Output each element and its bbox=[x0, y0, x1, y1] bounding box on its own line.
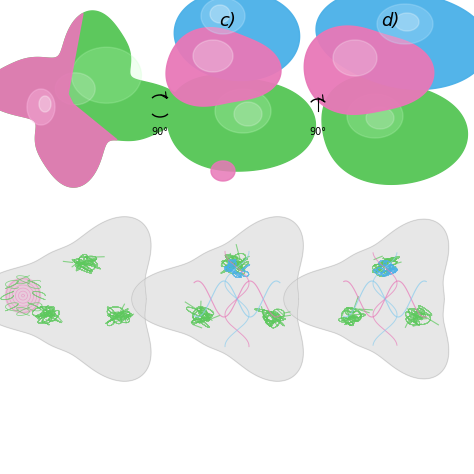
Polygon shape bbox=[366, 107, 394, 129]
Polygon shape bbox=[0, 11, 184, 187]
Polygon shape bbox=[377, 4, 433, 44]
Polygon shape bbox=[0, 217, 151, 381]
Polygon shape bbox=[215, 89, 271, 133]
Polygon shape bbox=[316, 0, 474, 90]
Polygon shape bbox=[234, 102, 262, 126]
Polygon shape bbox=[55, 73, 95, 105]
Polygon shape bbox=[39, 96, 51, 112]
Polygon shape bbox=[201, 0, 245, 34]
Text: c): c) bbox=[219, 12, 237, 30]
Polygon shape bbox=[72, 47, 141, 103]
Polygon shape bbox=[211, 161, 235, 181]
Polygon shape bbox=[166, 27, 281, 106]
Polygon shape bbox=[322, 76, 467, 184]
Polygon shape bbox=[193, 40, 233, 72]
Polygon shape bbox=[210, 5, 230, 23]
Polygon shape bbox=[347, 94, 403, 138]
Polygon shape bbox=[132, 217, 303, 381]
Polygon shape bbox=[27, 89, 55, 125]
Polygon shape bbox=[0, 13, 117, 187]
Polygon shape bbox=[284, 219, 449, 379]
Polygon shape bbox=[395, 13, 419, 31]
Polygon shape bbox=[167, 75, 315, 171]
Text: d): d) bbox=[381, 12, 399, 30]
Polygon shape bbox=[174, 0, 300, 81]
Polygon shape bbox=[304, 26, 434, 114]
Polygon shape bbox=[333, 40, 377, 76]
Polygon shape bbox=[5, 278, 41, 313]
Text: 90°: 90° bbox=[152, 127, 168, 137]
Text: 90°: 90° bbox=[310, 127, 327, 137]
